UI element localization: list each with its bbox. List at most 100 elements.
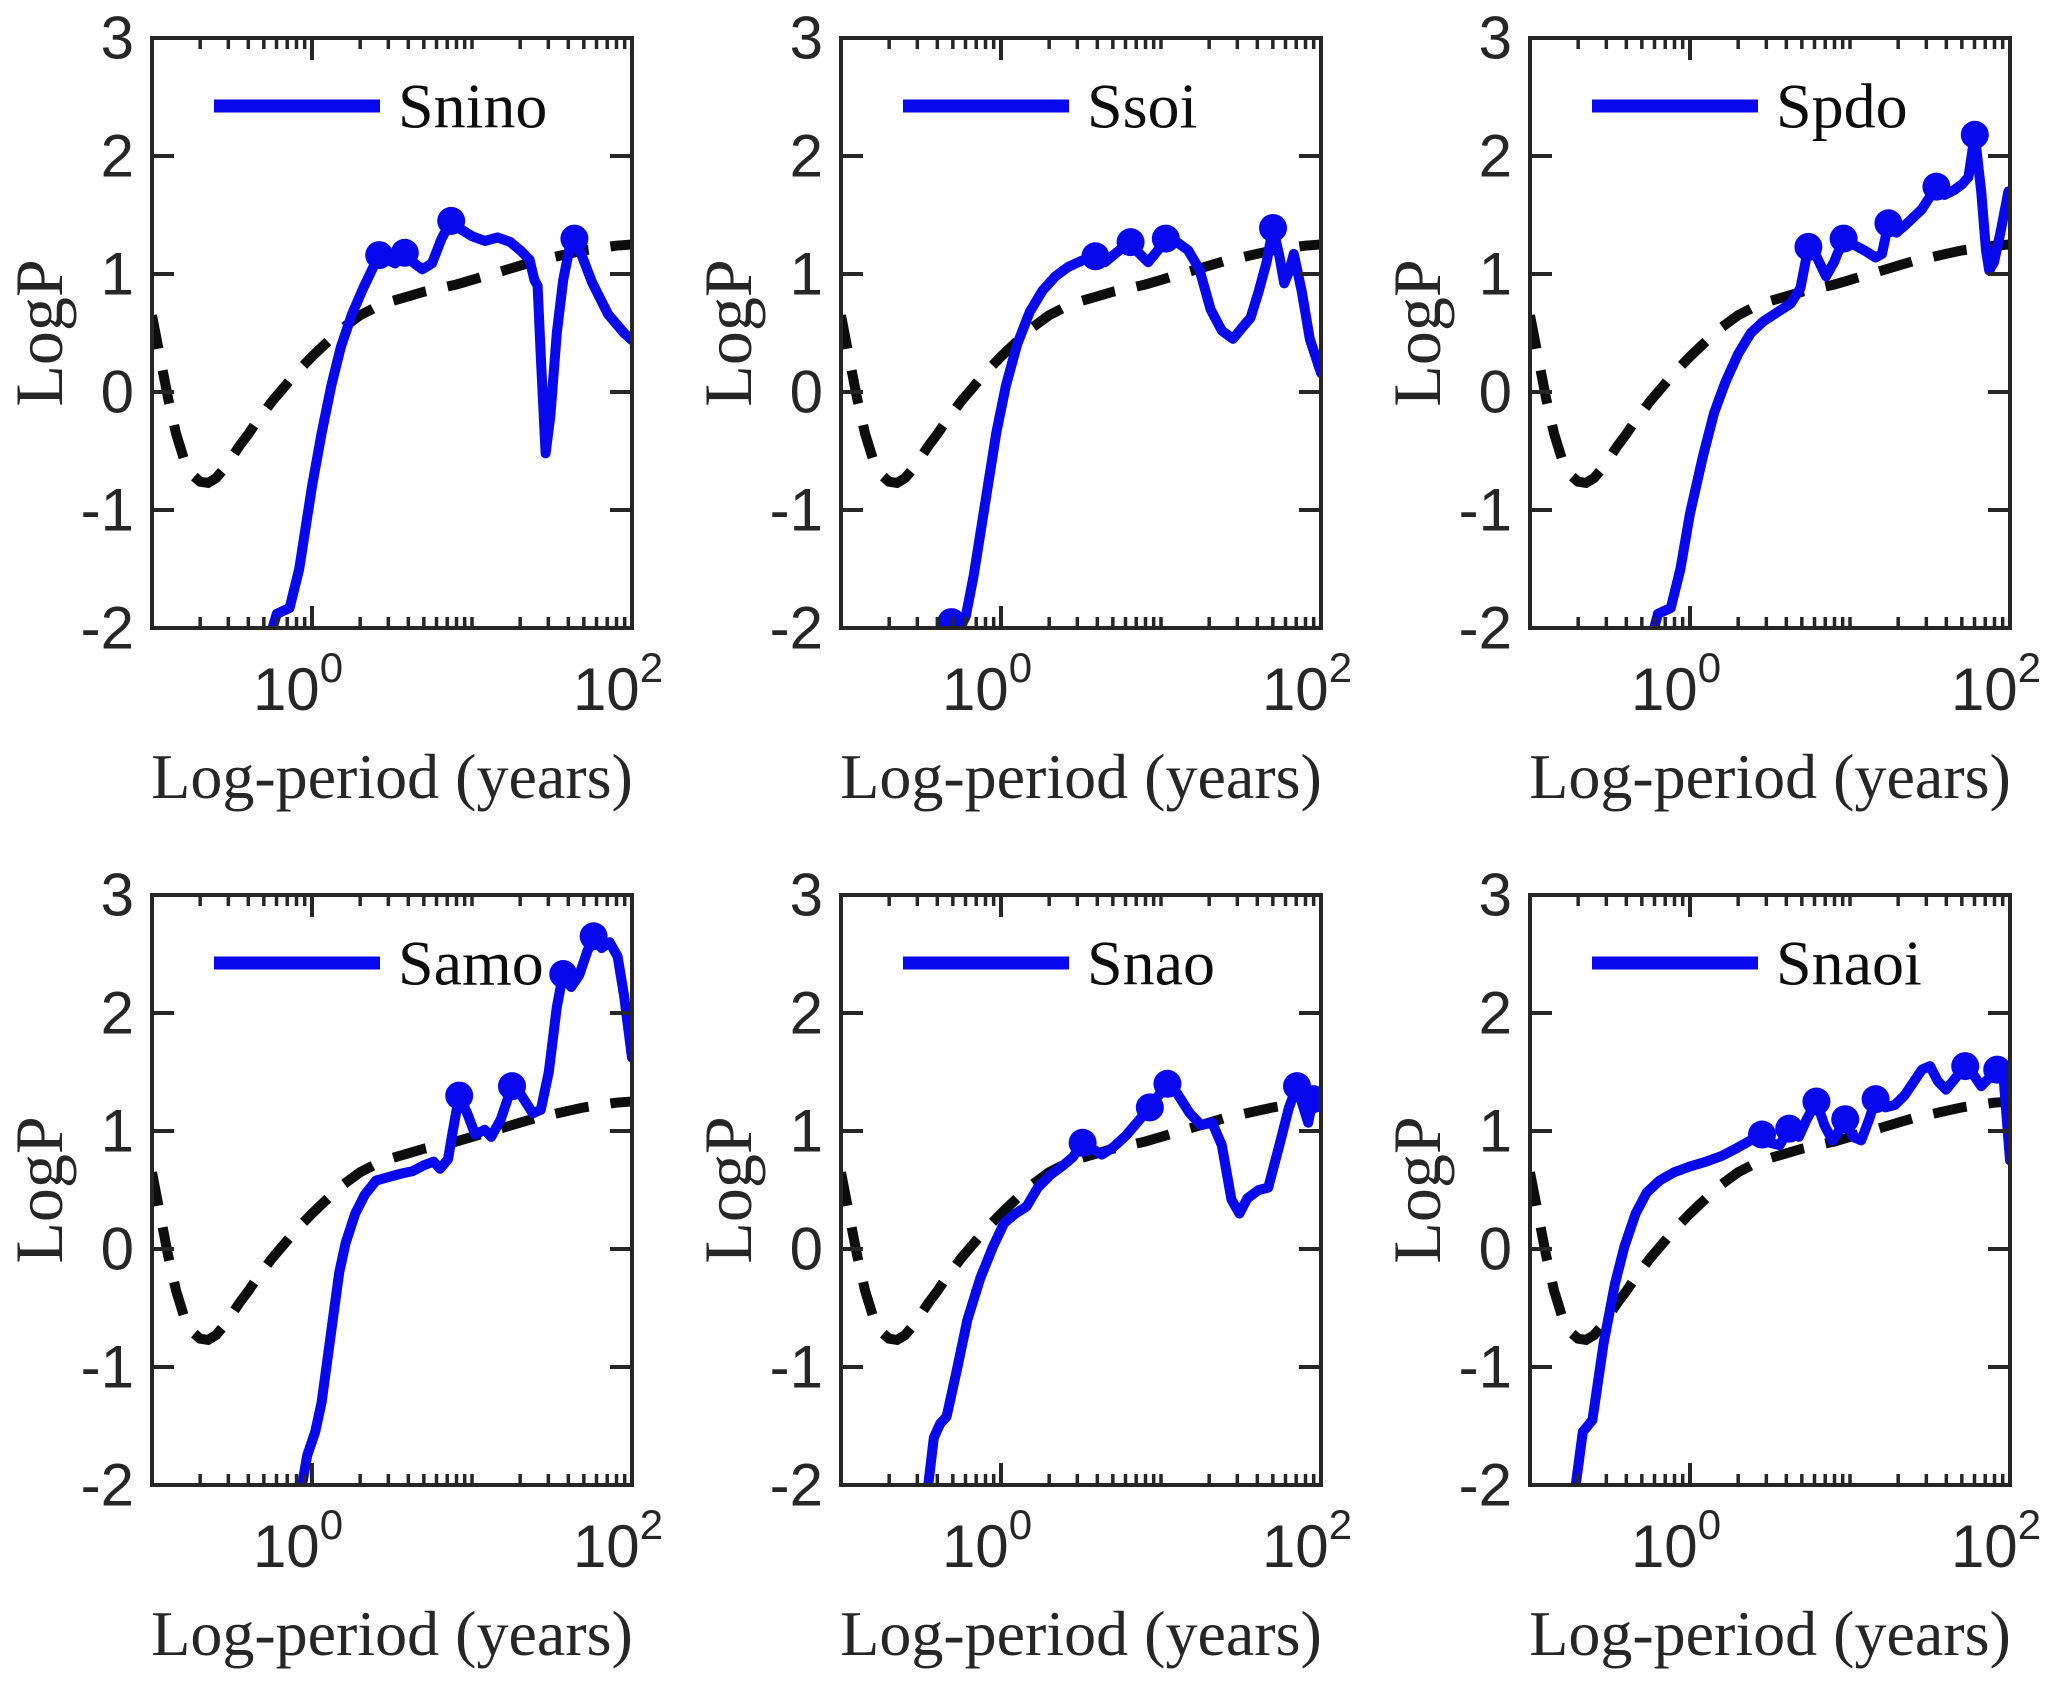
ytick-label: 2 [790,123,823,190]
ytick-labels-snino: 3 2 1 0 -1 -2 [81,5,134,662]
ytick-label: 3 [790,5,823,72]
yaxis-label-snino: LogP [1,259,77,406]
xaxis-label-snaoi: Log-period (years) [1529,1598,2011,1669]
yaxis-label-samo: LogP [1,1116,77,1263]
xtick-labels-snino: 100 102 [253,644,663,723]
ytick-labels-samo: 3 2 1 0 -1 -2 [81,862,134,1519]
peak-marker-dot [560,224,589,253]
ytick-label: -1 [770,1334,823,1401]
peak-markers-ssoi [937,213,1287,628]
peak-marker-dot [1775,1114,1804,1143]
xaxis-label-samo: Log-period (years) [151,1598,633,1669]
yaxis-label-snao: LogP [690,1116,766,1263]
ytick-label: 3 [1479,862,1512,929]
ytick-label: -2 [770,1452,823,1519]
ytick-label: -1 [81,1334,134,1401]
axes-box-ssoi [839,36,1323,630]
axis-ticks-snino [152,36,634,630]
plot-area-spdo [1530,38,2010,628]
peak-marker-dot [365,241,394,270]
ytick-label: -2 [1459,1452,1512,1519]
ytick-label: -2 [770,595,823,662]
axis-ticks-snaoi [1530,893,2012,1487]
legend-label: Spdo [1776,71,1908,142]
peak-marker-dot [445,1081,474,1110]
ytick-labels-snaoi: 3 2 1 0 -1 -2 [1459,862,1512,1519]
xtick-labels-snao: 100 102 [942,1501,1352,1580]
peak-marker-dot [1922,172,1951,201]
ytick-label: 1 [790,1098,823,1165]
subplot-snao: 3 2 1 0 -1 -2 100 102 Log-period (years) LogP Snao [690,862,1352,1670]
legend-ssoi: Ssoi [903,71,1197,142]
subplot-ssoi: 3 2 1 0 -1 -2 100 102 Log-period (years) LogP Ssoi [690,5,1352,813]
xtick-labels-ssoi: 100 102 [942,644,1352,723]
xtick-label: 102 [573,644,663,723]
axes-box-snino [150,36,634,630]
peak-marker-dot [1874,209,1903,238]
axes-box-snao [839,893,1323,1487]
peak-marker-dot [1081,242,1110,271]
ytick-labels-snao: 3 2 1 0 -1 -2 [770,862,823,1519]
yaxis-label-snaoi: LogP [1379,1116,1455,1263]
ytick-label: 2 [1479,980,1512,1047]
xtick-labels-samo: 100 102 [253,1501,663,1580]
plot-area-ssoi [841,38,1321,628]
ytick-label: 0 [1479,1216,1512,1283]
xaxis-label-snao: Log-period (years) [840,1598,1322,1669]
axis-ticks-ssoi [841,36,1323,630]
subplot-spdo: 3 2 1 0 -1 -2 100 102 Log-period (years) LogP Spdo [1379,5,2041,813]
ytick-label: 0 [790,359,823,426]
legend-label: Snaoi [1776,928,1922,999]
peak-marker-dot [1802,1087,1831,1116]
peak-marker-dot [498,1072,526,1101]
legend-snao: Snao [903,928,1215,999]
ytick-label: 0 [101,1216,134,1283]
axis-ticks-samo [152,893,634,1487]
peak-marker-dot [1135,1093,1164,1122]
ytick-labels-ssoi: 3 2 1 0 -1 -2 [770,5,823,662]
peak-markers-snino [365,206,589,270]
ytick-labels-spdo: 3 2 1 0 -1 -2 [1459,5,1512,662]
dashed-background-curve-snino [152,239,632,489]
peak-marker-dot [1068,1128,1097,1157]
ytick-label: -1 [1459,477,1512,544]
xtick-label: 102 [1951,644,2041,723]
peak-marker-dot [1259,213,1287,242]
yaxis-label-spdo: LogP [1379,259,1455,406]
ytick-label: 0 [790,1216,823,1283]
xtick-labels-spdo: 100 102 [1631,644,2041,723]
series-line-ssoi [946,223,1321,628]
legend-label: Ssoi [1087,71,1197,142]
ytick-label: 3 [101,5,134,72]
xaxis-label-spdo: Log-period (years) [1529,741,2011,812]
xtick-label: 102 [1262,1501,1352,1580]
peak-marker-dot [390,238,419,267]
ytick-label: 0 [101,359,134,426]
plot-area-snaoi [1530,895,2010,1485]
peak-marker-dot [579,922,608,951]
axes-box-spdo [1528,36,2012,630]
legend-samo: Samo [214,928,544,999]
xtick-label: 100 [942,1501,1032,1580]
dashed-background-curve-ssoi [841,239,1321,489]
ytick-label: 1 [1479,241,1512,308]
xtick-label: 100 [1631,1501,1721,1580]
ytick-label: 2 [1479,123,1512,190]
ytick-label: 1 [101,241,134,308]
legend-spdo: Spdo [1592,71,1908,142]
legend-label: Snino [398,71,547,142]
subplot-samo: 3 2 1 0 -1 -2 100 102 Log-period (years) LogP Samo [1,862,663,1670]
ytick-label: -2 [81,595,134,662]
legend-snaoi: Snaoi [1592,928,1922,999]
peak-markers-samo [445,922,608,1110]
xtick-label: 102 [1262,644,1352,723]
xtick-label: 100 [253,644,343,723]
peak-markers-spdo [1794,120,1989,261]
peak-marker-dot [1299,1085,1321,1114]
axes-box-snaoi [1528,893,2012,1487]
dashed-background-curve-spdo [1530,239,2010,489]
peak-marker-dot [1794,232,1823,261]
subplot-snaoi: 3 2 1 0 -1 -2 100 102 Log-period (years) LogP Snao… [1379,862,2041,1670]
xtick-label: 102 [573,1501,663,1580]
dashed-background-curve-snaoi [1530,1096,2010,1346]
